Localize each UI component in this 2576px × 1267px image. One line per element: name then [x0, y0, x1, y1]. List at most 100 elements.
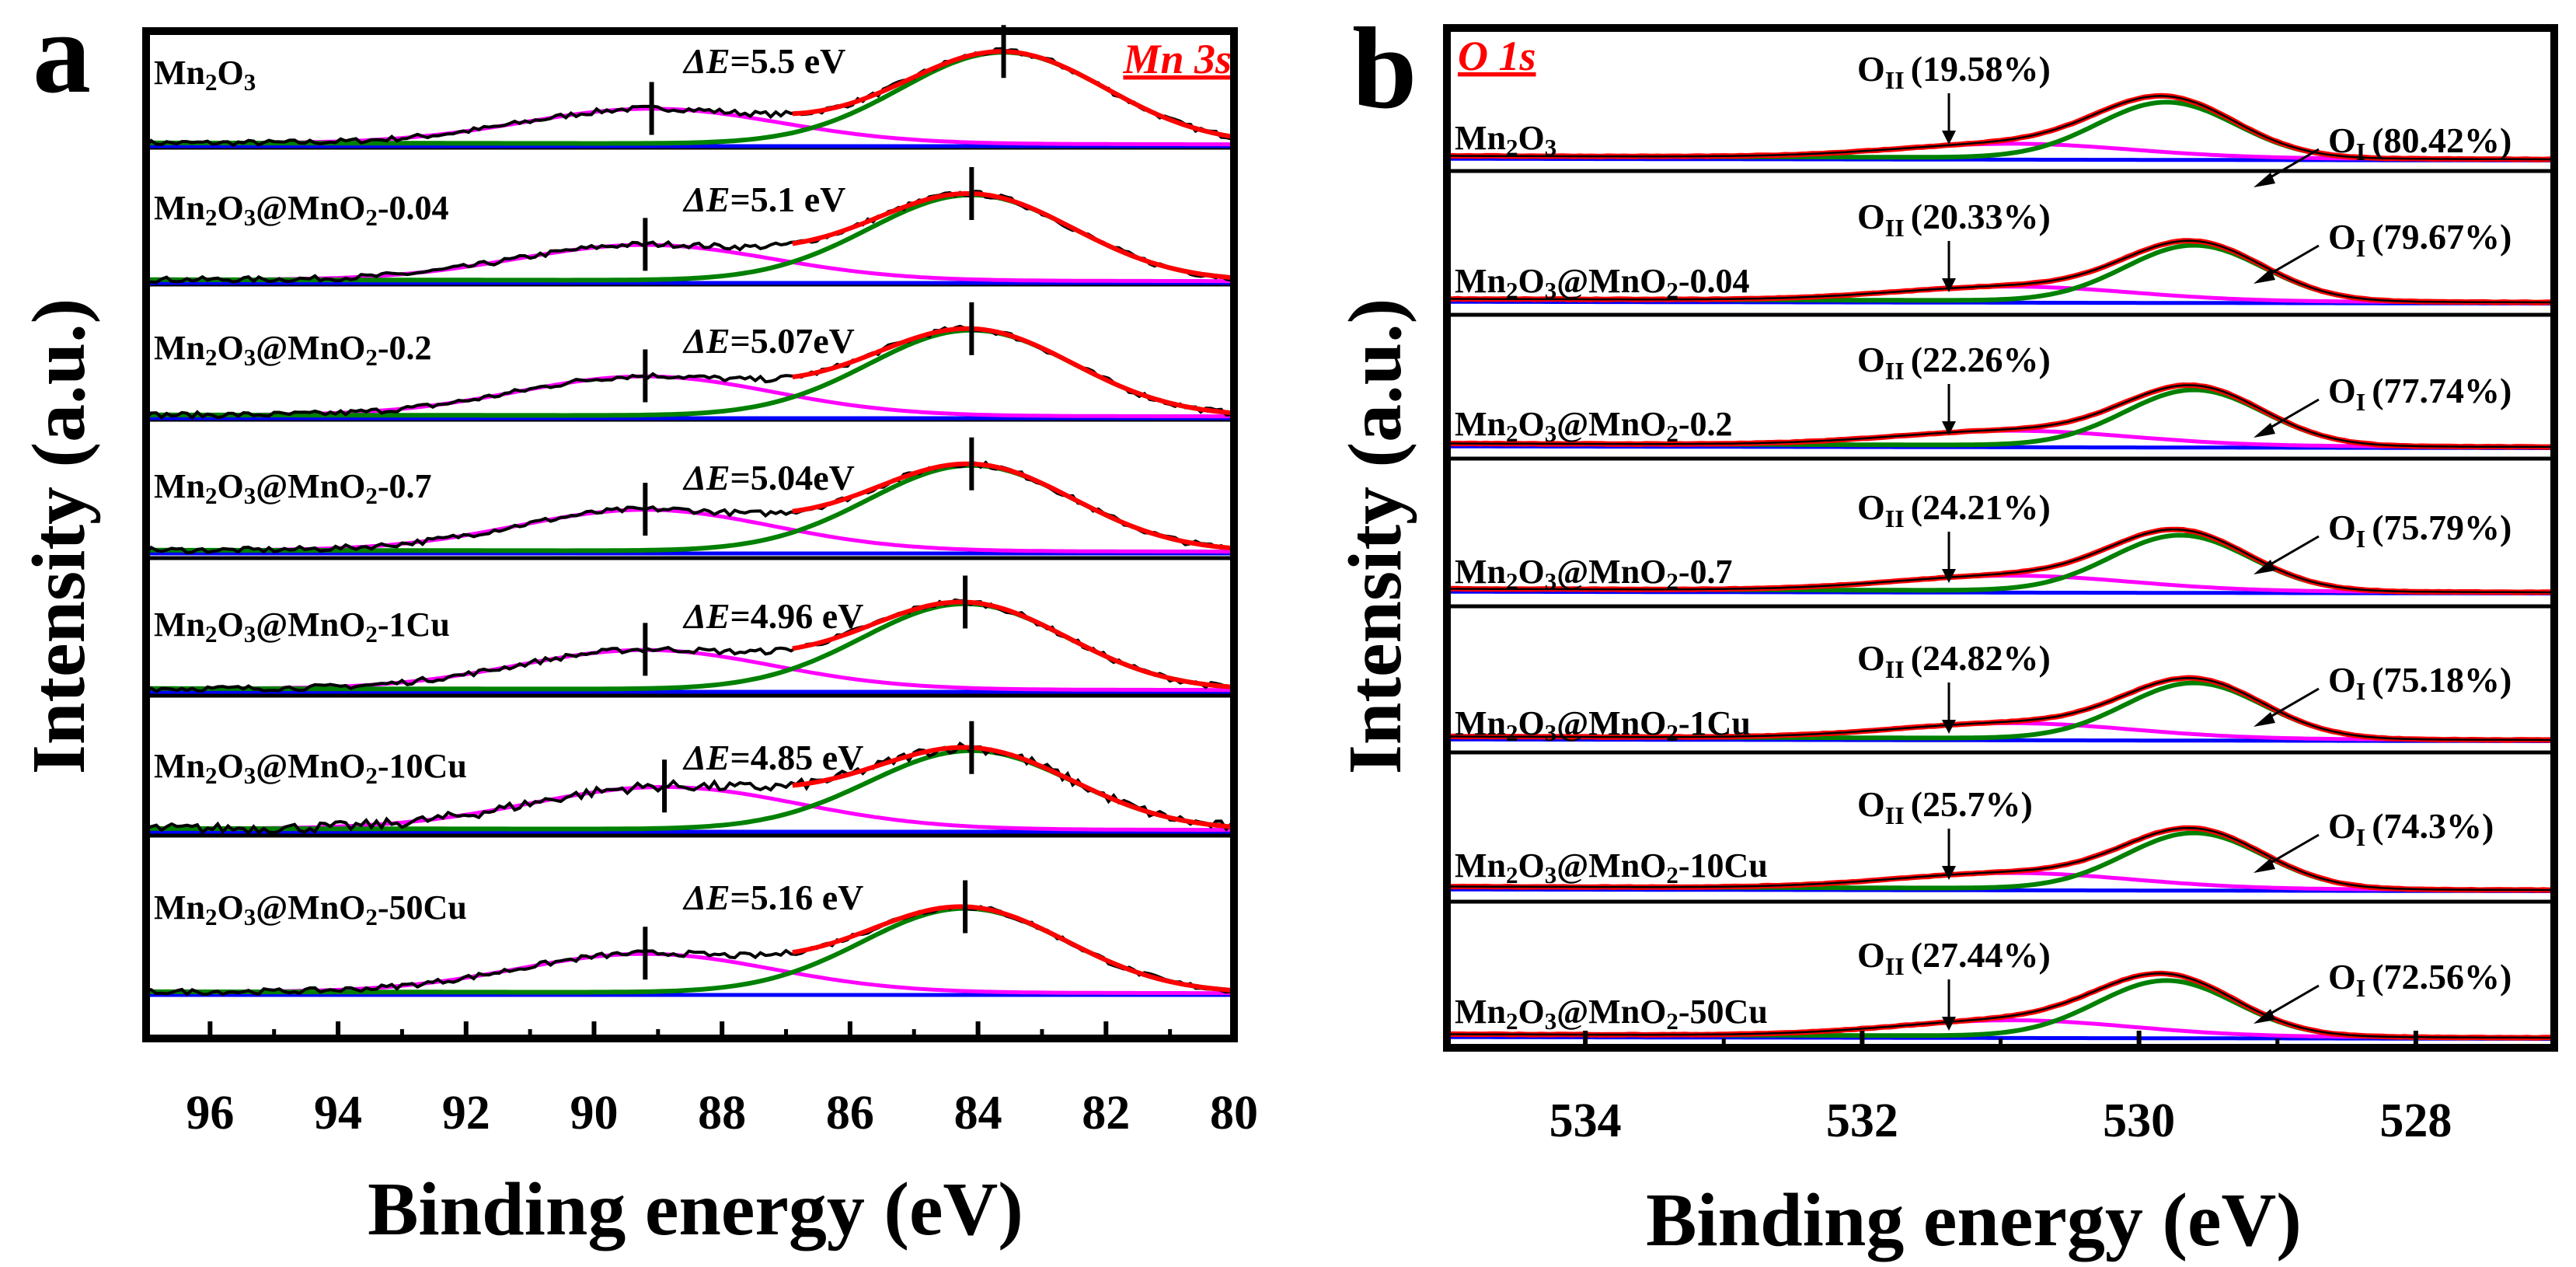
panel-b-spectrum-6: Mn2O3@MnO2-50Cu OII (27.44%) OI (72.56%): [1446, 935, 2554, 1041]
panel-b-o-ii-arrowhead: [1942, 421, 1956, 435]
panel-a-tick-label: 84: [954, 1087, 1002, 1140]
panel-b-o-i-arrowhead: [2254, 712, 2275, 727]
panel-b-spectrum-5: Mn2O3@MnO2-10Cu OII (25.7%) OI (74.3%): [1446, 784, 2555, 893]
panel-a-tick-label: 86: [826, 1087, 874, 1140]
panel-b-fit: [1447, 95, 2554, 161]
panel-a-peak-high: [146, 243, 1234, 284]
panel-b-sample-label: Mn2O3@MnO2-0.04: [1455, 262, 1750, 304]
panel-a-spectrum-3: Mn2O3@MnO2-0.7 ΔE=5.04eV: [145, 437, 1235, 556]
panel-b-x-ticks: 534 532 530 528: [1445, 1031, 2557, 1147]
panel-b-spectrum-4: Mn2O3@MnO2-1Cu OII (24.82%) OI (75.18%): [1446, 638, 2555, 746]
panel-a-sample-label: Mn2O3@MnO2-0.04: [154, 189, 449, 231]
panel-a-sample-label: Mn2O3@MnO2-0.2: [154, 329, 432, 371]
panel-b-sample-label: Mn2O3@MnO2-50Cu: [1455, 993, 1768, 1035]
panel-b-o-i-label: OI (79.67%): [2328, 217, 2512, 262]
panel-a-delta-e-label: ΔE=4.85 eV: [682, 738, 863, 777]
panel-b-fit: [1447, 826, 2554, 892]
panel-b-fit: [1447, 239, 2554, 304]
panel-b-o-i-label: OI (80.42%): [2328, 120, 2512, 166]
panel-a-spectrum-6: Mn2O3@MnO2-50Cu ΔE=5.16 eV: [145, 878, 1235, 997]
panel-a-delta-e-label: ΔE=5.04eV: [682, 458, 855, 497]
panel-b-sample-label: Mn2O3: [1455, 119, 1556, 161]
panel-b-o-i-label: OI (75.79%): [2328, 508, 2512, 553]
panel-b-y-axis-label: Intensity (a.u.): [1333, 298, 1417, 775]
panel-a-peak-high: [146, 647, 1234, 693]
panel-b-spectrum-1: Mn2O3@MnO2-0.04 OII (20.33%) OI (79.67%): [1446, 197, 2555, 305]
panel-a-fit: [792, 326, 1235, 416]
panel-a-peak-high: [146, 374, 1234, 419]
panel-b-sample-label: Mn2O3@MnO2-1Cu: [1455, 704, 1751, 746]
panel-b-o-ii-label: OII (20.33%): [1857, 197, 2051, 242]
panel-b-o-i-label: OI (74.3%): [2328, 806, 2494, 851]
panel-b-traces: Mn2O3 OII (19.58%) OI (80.42%) Mn2O3@MnO2-0.0…: [1446, 49, 2555, 1041]
panel-b-o-ii-label: OII (24.21%): [1857, 487, 2051, 532]
panel-a-tick-label: 80: [1210, 1087, 1258, 1140]
panel-a-spectrum-2: Mn2O3@MnO2-0.2 ΔE=5.07eV: [145, 302, 1235, 421]
panel-a-sample-label: Mn2O3@MnO2-50Cu: [154, 888, 467, 930]
panel-a-x-axis-label: Binding energy (eV): [368, 1168, 1023, 1251]
panel-b-o-i-label: OI (77.74%): [2328, 371, 2512, 416]
panel-b-o-ii-label: OII (27.44%): [1857, 935, 2051, 980]
panel-a-tick-label: 90: [570, 1087, 618, 1140]
panel-b-o-i-arrowhead: [2254, 269, 2275, 284]
panel-b-sample-label: Mn2O3@MnO2-10Cu: [1455, 846, 1768, 888]
panel-b-o-i-label: OI (75.18%): [2328, 660, 2512, 705]
panel-b-spectrum-2: Mn2O3@MnO2-0.2 OII (22.26%) OI (77.74%): [1446, 340, 2555, 450]
panel-a-spectrum-4: Mn2O3@MnO2-1Cu ΔE=4.96 eV: [145, 575, 1235, 694]
panel-a-tick-label: 88: [698, 1087, 746, 1140]
panel-b-letter: b: [1352, 4, 1417, 133]
panel-b-o-i-arrowhead: [2254, 1009, 2275, 1024]
panel-a-tick-label: 92: [442, 1087, 490, 1140]
panel-b-sample-label: Mn2O3@MnO2-0.7: [1455, 553, 1733, 595]
panel-a-delta-e-label: ΔE=4.96 eV: [682, 596, 863, 636]
panel-a-tick-label: 82: [1082, 1087, 1130, 1140]
panel-b-sample-label: Mn2O3@MnO2-0.2: [1455, 405, 1733, 447]
panel-b-o-ii-arrowhead: [1942, 278, 1956, 292]
panel-a-spectrum-1: Mn2O3@MnO2-0.04 ΔE=5.1 eV: [145, 166, 1235, 285]
panel-b-fit: [1447, 677, 2554, 742]
panel-b-o-i-label: OI (72.56%): [2328, 957, 2512, 1002]
panel-a-fit: [792, 599, 1235, 690]
panel-a-sample-label: Mn2O3@MnO2-1Cu: [154, 606, 450, 647]
panel-b-o-ii-label: OII (22.26%): [1857, 340, 2051, 385]
panel-b-spectrum-0: Mn2O3 OII (19.58%) OI (80.42%): [1446, 49, 2555, 187]
panel-a-spectrum-5: Mn2O3@MnO2-10Cu ΔE=4.85 eV: [145, 721, 1235, 836]
panel-a-y-axis-label: Intensity (a.u.): [17, 298, 101, 775]
panel-a-frame: [142, 27, 1238, 1042]
panel-b-o-ii-arrowhead: [1942, 866, 1956, 880]
panel-b-fit: [1447, 384, 2554, 449]
panel-b: b Intensity (a.u.) Binding energy (eV) O…: [1333, 4, 2558, 1262]
panel-b-title: O 1s: [1458, 33, 1536, 79]
panel-b-o-ii-label: OII (24.82%): [1857, 638, 2051, 683]
panel-a-sample-label: Mn2O3@MnO2-10Cu: [154, 747, 467, 789]
panel-a-fit: [792, 191, 1235, 281]
panel-a-fit: [792, 49, 1235, 140]
panel-b-o-i-arrowhead: [2254, 858, 2275, 873]
panel-b-x-axis-label: Binding energy (eV): [1646, 1178, 2302, 1262]
panel-a-tick-label: 96: [186, 1087, 234, 1140]
panel-b-fit: [1447, 972, 2554, 1039]
panel-b-o-ii-arrowhead: [1942, 1017, 1956, 1031]
panel-b-o-ii-label: OII (19.58%): [1857, 49, 2051, 94]
panel-b-o-i-arrowhead: [2254, 423, 2275, 438]
panel-b-fit: [1447, 528, 2554, 594]
panel-b-tick-label: 530: [2103, 1094, 2175, 1147]
panel-b-tick-label: 534: [1549, 1094, 1622, 1147]
panel-a-spectrum-0: Mn2O3 ΔE=5.5 eV: [145, 25, 1235, 148]
panel-b-o-i-arrowhead: [2254, 560, 2275, 574]
panel-b-tick-label: 532: [1826, 1094, 1898, 1147]
panel-a-delta-e-label: ΔE=5.5 eV: [682, 41, 845, 81]
panel-a-fit: [792, 904, 1235, 993]
panel-a-fit: [792, 461, 1235, 551]
panel-a-delta-e-label: ΔE=5.07eV: [682, 321, 855, 361]
panel-a-sample-label: Mn2O3@MnO2-0.7: [154, 467, 432, 509]
panel-b-spectrum-3: Mn2O3@MnO2-0.7 OII (24.21%) OI (75.79%): [1447, 487, 2555, 595]
panel-b-tick-label: 528: [2379, 1094, 2452, 1147]
panel-a-sample-label: Mn2O3: [154, 54, 256, 96]
panel-a: a Intensity (a.u.) Binding energy (eV) M…: [17, 0, 1258, 1251]
panel-b-o-ii-arrowhead: [1942, 131, 1956, 145]
panel-b-o-ii-arrowhead: [1942, 720, 1956, 734]
panel-a-title: Mn 3s: [1122, 36, 1232, 82]
panel-b-o-ii-label: OII (25.7%): [1857, 784, 2033, 829]
